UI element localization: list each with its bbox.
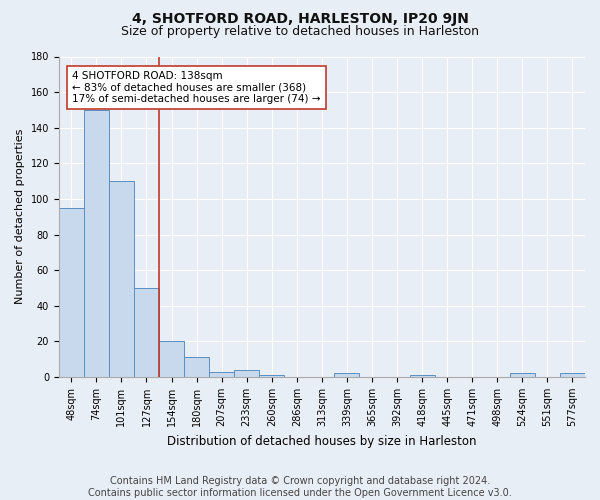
Bar [159,342,184,377]
Bar [209,372,234,377]
Bar [184,358,209,377]
Text: 4 SHOTFORD ROAD: 138sqm
← 83% of detached houses are smaller (368)
17% of semi-d: 4 SHOTFORD ROAD: 138sqm ← 83% of detache… [72,70,320,104]
Text: 4, SHOTFORD ROAD, HARLESTON, IP20 9JN: 4, SHOTFORD ROAD, HARLESTON, IP20 9JN [131,12,469,26]
Text: Contains HM Land Registry data © Crown copyright and database right 2024.
Contai: Contains HM Land Registry data © Crown c… [88,476,512,498]
Bar [259,375,284,377]
Bar [59,208,84,377]
Bar [410,375,434,377]
Y-axis label: Number of detached properties: Number of detached properties [15,129,25,304]
Bar [134,288,159,377]
Bar [510,374,535,377]
Bar [234,370,259,377]
X-axis label: Distribution of detached houses by size in Harleston: Distribution of detached houses by size … [167,434,476,448]
Bar [560,374,585,377]
Bar [109,181,134,377]
Text: Size of property relative to detached houses in Harleston: Size of property relative to detached ho… [121,25,479,38]
Bar [84,110,109,377]
Bar [334,374,359,377]
